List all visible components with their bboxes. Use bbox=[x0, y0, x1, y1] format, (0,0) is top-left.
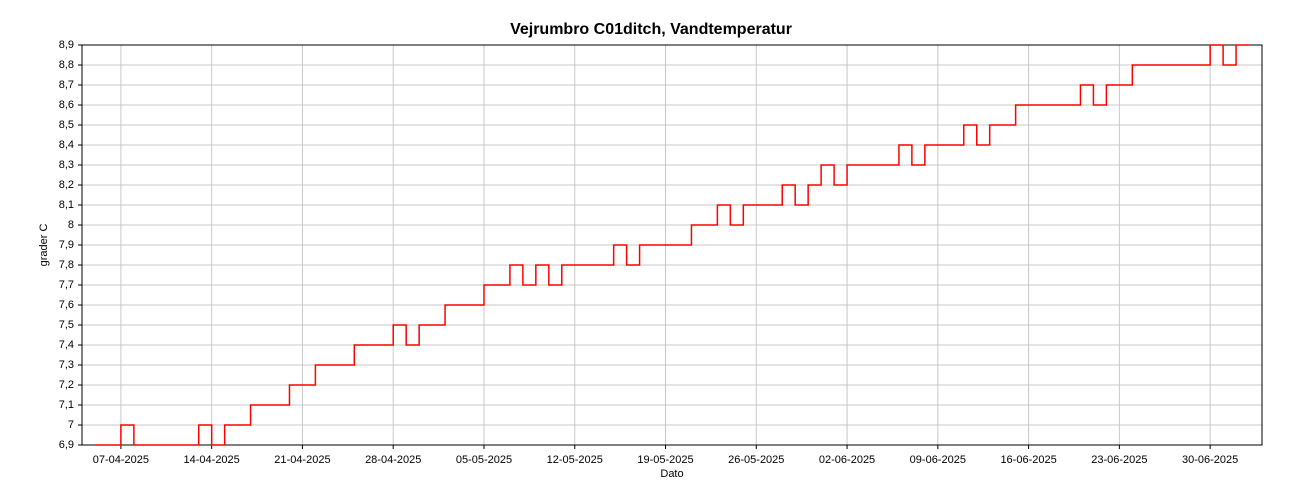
y-tick-label: 7,5 bbox=[59, 319, 74, 331]
y-tick-label: 6,9 bbox=[59, 439, 74, 451]
y-tick-label: 8,4 bbox=[59, 139, 74, 151]
x-tick-label: 05-05-2025 bbox=[456, 454, 512, 466]
y-tick-label: 8,3 bbox=[59, 159, 74, 171]
x-tick-label: 30-06-2025 bbox=[1182, 454, 1238, 466]
x-axis-label: Dato bbox=[660, 468, 683, 480]
y-tick-label: 8,1 bbox=[59, 199, 74, 211]
y-tick-label: 8 bbox=[68, 219, 74, 231]
x-tick-label: 26-05-2025 bbox=[728, 454, 784, 466]
y-tick-label: 8,5 bbox=[59, 119, 74, 131]
y-tick-label: 8,9 bbox=[59, 39, 74, 51]
y-tick-label: 7,6 bbox=[59, 299, 74, 311]
x-tick-label: 09-06-2025 bbox=[910, 454, 966, 466]
y-axis-label: grader C bbox=[38, 224, 50, 267]
data-line bbox=[94, 44, 1250, 446]
y-tick-label: 7,7 bbox=[59, 279, 74, 291]
y-tick-label: 7,2 bbox=[59, 379, 74, 391]
x-tick-label: 07-04-2025 bbox=[93, 454, 149, 466]
y-tick-label: 7,8 bbox=[59, 259, 74, 271]
y-tick-label: 7,1 bbox=[59, 399, 74, 411]
y-tick-label: 7,3 bbox=[59, 359, 74, 371]
x-tick-label: 02-06-2025 bbox=[819, 454, 875, 466]
y-tick-label: 8,6 bbox=[59, 99, 74, 111]
y-tick-label: 7,4 bbox=[59, 339, 74, 351]
y-tick-label: 7 bbox=[68, 419, 74, 431]
y-tick-label: 7,9 bbox=[59, 239, 74, 251]
chart-title: Vejrumbro C01ditch, Vandtemperatur bbox=[510, 21, 792, 38]
x-tick-label: 19-05-2025 bbox=[637, 454, 693, 466]
y-tick-label: 8,7 bbox=[59, 79, 74, 91]
x-tick-label: 16-06-2025 bbox=[1000, 454, 1056, 466]
x-tick-label: 28-04-2025 bbox=[365, 454, 421, 466]
x-tick-label: 23-06-2025 bbox=[1091, 454, 1147, 466]
plot-frame bbox=[81, 44, 1263, 446]
y-tick-label: 8,2 bbox=[59, 179, 74, 191]
x-tick-label: 14-04-2025 bbox=[184, 454, 240, 466]
y-tick-label: 8,8 bbox=[59, 59, 74, 71]
x-tick-label: 21-04-2025 bbox=[274, 454, 330, 466]
x-tick-label: 12-05-2025 bbox=[547, 454, 603, 466]
